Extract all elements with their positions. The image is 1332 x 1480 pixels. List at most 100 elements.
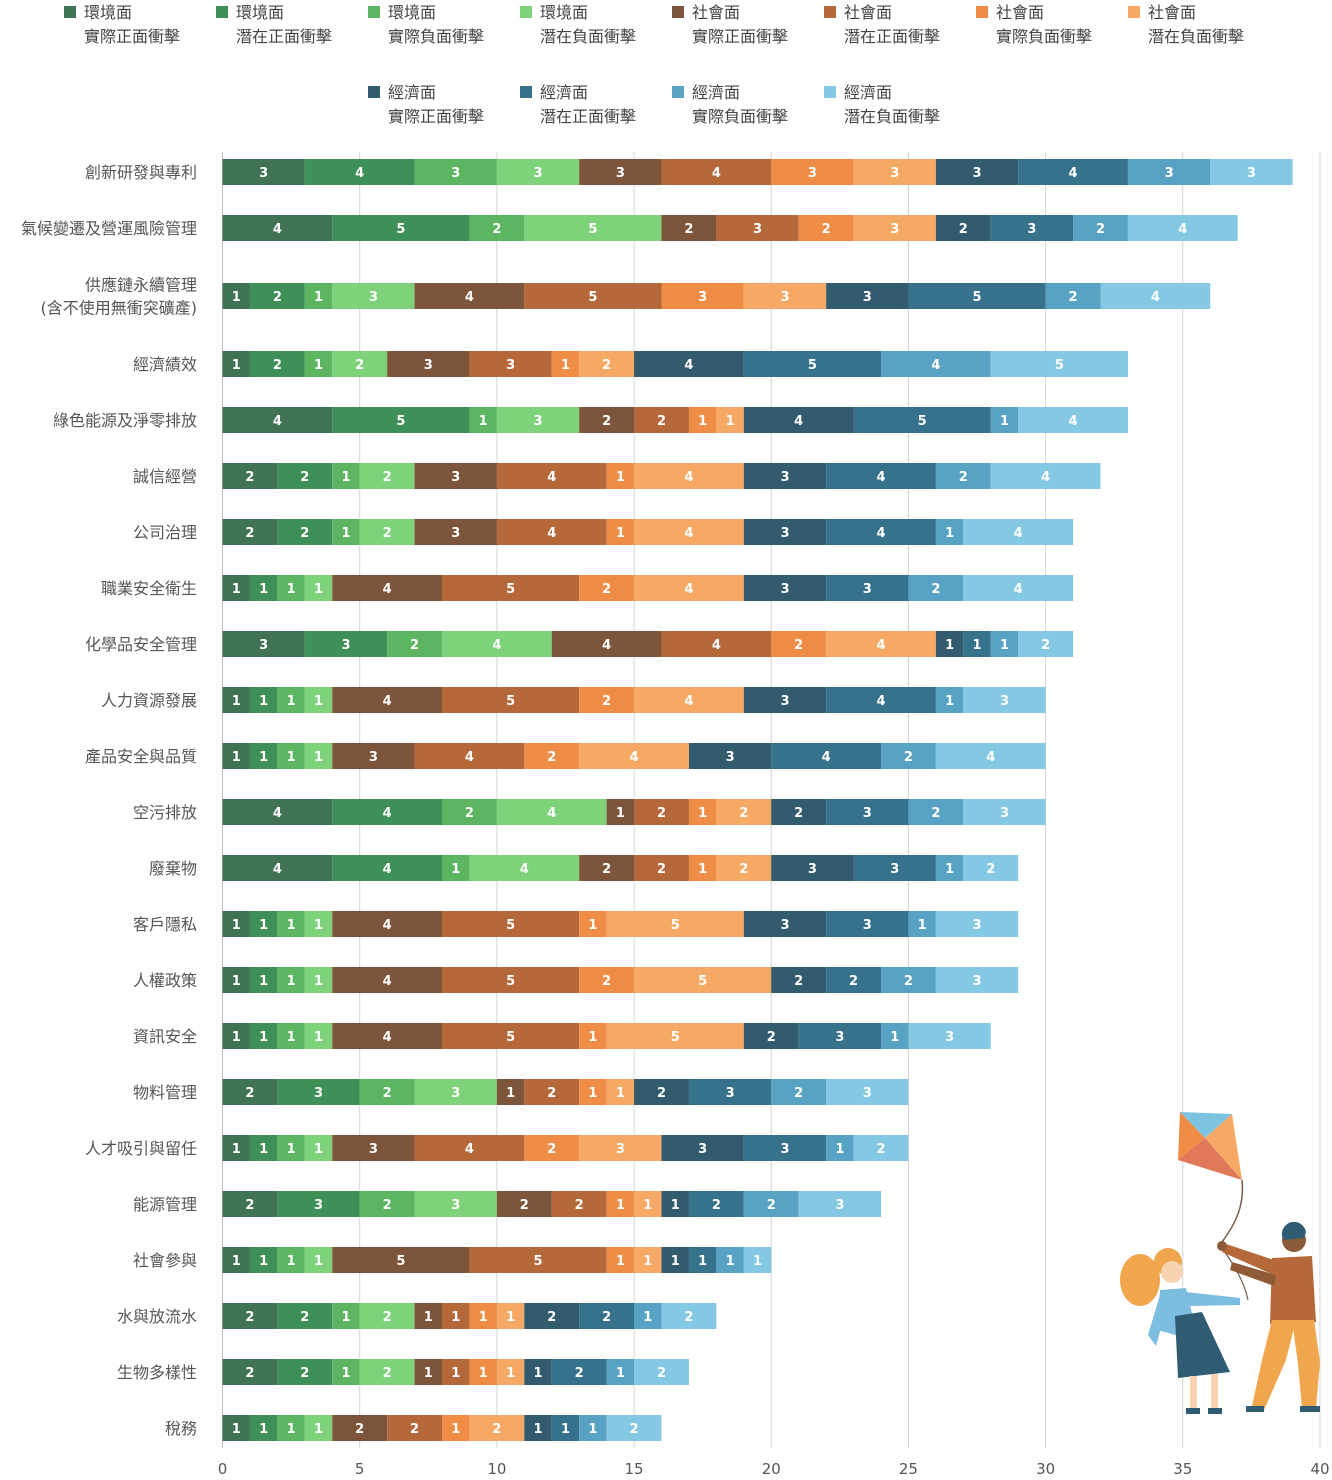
data-label: 1	[643, 1198, 652, 1213]
bar-segment	[661, 159, 772, 185]
legend-label: 環境面	[388, 3, 436, 22]
data-label: 4	[876, 638, 885, 653]
legend-swatch	[824, 6, 836, 18]
category-label: 人權政策	[133, 971, 197, 990]
bar-segment	[579, 967, 635, 993]
bar-segment	[743, 1247, 772, 1273]
bar-segment	[496, 159, 580, 185]
bar-segment	[359, 1079, 415, 1105]
data-label: 3	[780, 526, 789, 541]
bar-segment	[442, 1303, 470, 1329]
data-label: 5	[588, 290, 597, 305]
data-label: 1	[1000, 638, 1009, 653]
data-label: 1	[287, 918, 296, 933]
bar-segment	[332, 911, 442, 937]
bar-segment	[606, 1359, 635, 1385]
bar-segment	[469, 1303, 497, 1329]
data-label: 1	[726, 1254, 735, 1269]
data-label: 4	[355, 166, 364, 181]
data-label: 3	[314, 1198, 323, 1213]
bar-segment	[579, 1135, 662, 1161]
bar-segment	[332, 967, 442, 993]
bars: 3 4 3 3 3 4 3 3 3 4 3 3 4 5 2 5 2 3 2 3 2 3 2 4 1 2 1 3 4 5 3 3 3 5 2 4 1 2 1 2…	[222, 159, 1293, 1441]
data-label: 2	[383, 470, 392, 485]
bar-segment	[579, 1415, 607, 1441]
data-label: 5	[396, 222, 405, 237]
bar-segment	[634, 967, 772, 993]
bar-segment	[963, 631, 991, 657]
legend-label: 實際正面衝擊	[388, 107, 484, 126]
category-label: 空污排放	[133, 803, 197, 822]
data-label: 5	[671, 1030, 680, 1045]
bar-segment	[634, 1359, 689, 1385]
legend-swatch	[520, 86, 532, 98]
bar-segment	[277, 575, 305, 601]
legend-label: 潛在正面衝擊	[236, 27, 332, 46]
bar-segment	[743, 519, 827, 545]
data-label: 4	[684, 358, 693, 373]
bar-segment	[304, 1247, 333, 1273]
data-label: 2	[383, 1310, 392, 1325]
bar-segment	[579, 159, 662, 185]
legend-swatch	[368, 6, 380, 18]
data-label: 4	[712, 638, 721, 653]
bar-segment	[935, 159, 1019, 185]
bar-segment	[688, 799, 717, 825]
bar-segment	[304, 743, 333, 769]
bar-segment	[743, 351, 881, 377]
data-label: 1	[451, 1310, 460, 1325]
data-label: 2	[245, 1198, 254, 1213]
data-label: 1	[588, 918, 597, 933]
x-tick-label: 15	[625, 1460, 644, 1478]
bar-segment	[551, 1359, 607, 1385]
bar-segment	[304, 283, 333, 309]
data-label: 4	[1069, 414, 1078, 429]
data-label: 1	[643, 1254, 652, 1269]
bar-segment	[387, 631, 442, 657]
bar-segment	[222, 519, 278, 545]
data-label: 3	[1247, 166, 1256, 181]
bar-segment	[277, 1135, 305, 1161]
bar-segment	[332, 1415, 388, 1441]
bar-segment	[332, 743, 415, 769]
data-label: 4	[1014, 582, 1023, 597]
bar-segment	[277, 463, 333, 489]
data-label: 1	[424, 1366, 433, 1381]
data-label: 3	[808, 166, 817, 181]
bar-segment	[661, 1247, 689, 1273]
bar-segment	[277, 1359, 333, 1385]
data-label: 1	[973, 638, 982, 653]
data-label: 1	[232, 750, 241, 765]
data-label: 1	[671, 1198, 680, 1213]
bar-segment	[277, 1247, 305, 1273]
bar-segment	[222, 1079, 278, 1105]
data-label: 2	[383, 526, 392, 541]
data-label: 5	[396, 414, 405, 429]
bar-segment	[771, 159, 854, 185]
bar-segment	[579, 351, 635, 377]
data-label: 1	[259, 1030, 268, 1045]
bar-segment	[606, 1191, 635, 1217]
data-label: 3	[835, 1030, 844, 1045]
data-label: 2	[822, 222, 831, 237]
data-label: 1	[232, 974, 241, 989]
data-label: 1	[643, 1310, 652, 1325]
bar-segment	[469, 1247, 607, 1273]
data-label: 1	[314, 1254, 323, 1269]
data-label: 4	[684, 470, 693, 485]
data-label: 2	[657, 862, 666, 877]
category-label: 供應鏈永續管理	[85, 276, 197, 295]
bar-segment	[579, 1023, 607, 1049]
bar-segment	[963, 855, 1019, 881]
legend-swatch	[368, 86, 380, 98]
bar-segment	[332, 1303, 360, 1329]
girl-figure-icon	[1120, 1248, 1240, 1414]
bar-segment	[442, 1415, 470, 1441]
legend-label: 社會面	[692, 3, 740, 22]
bar-segment	[222, 463, 278, 489]
data-label: 4	[684, 582, 693, 597]
bar-segment	[359, 519, 415, 545]
bar-segment	[222, 1415, 250, 1441]
data-label: 2	[547, 1310, 556, 1325]
